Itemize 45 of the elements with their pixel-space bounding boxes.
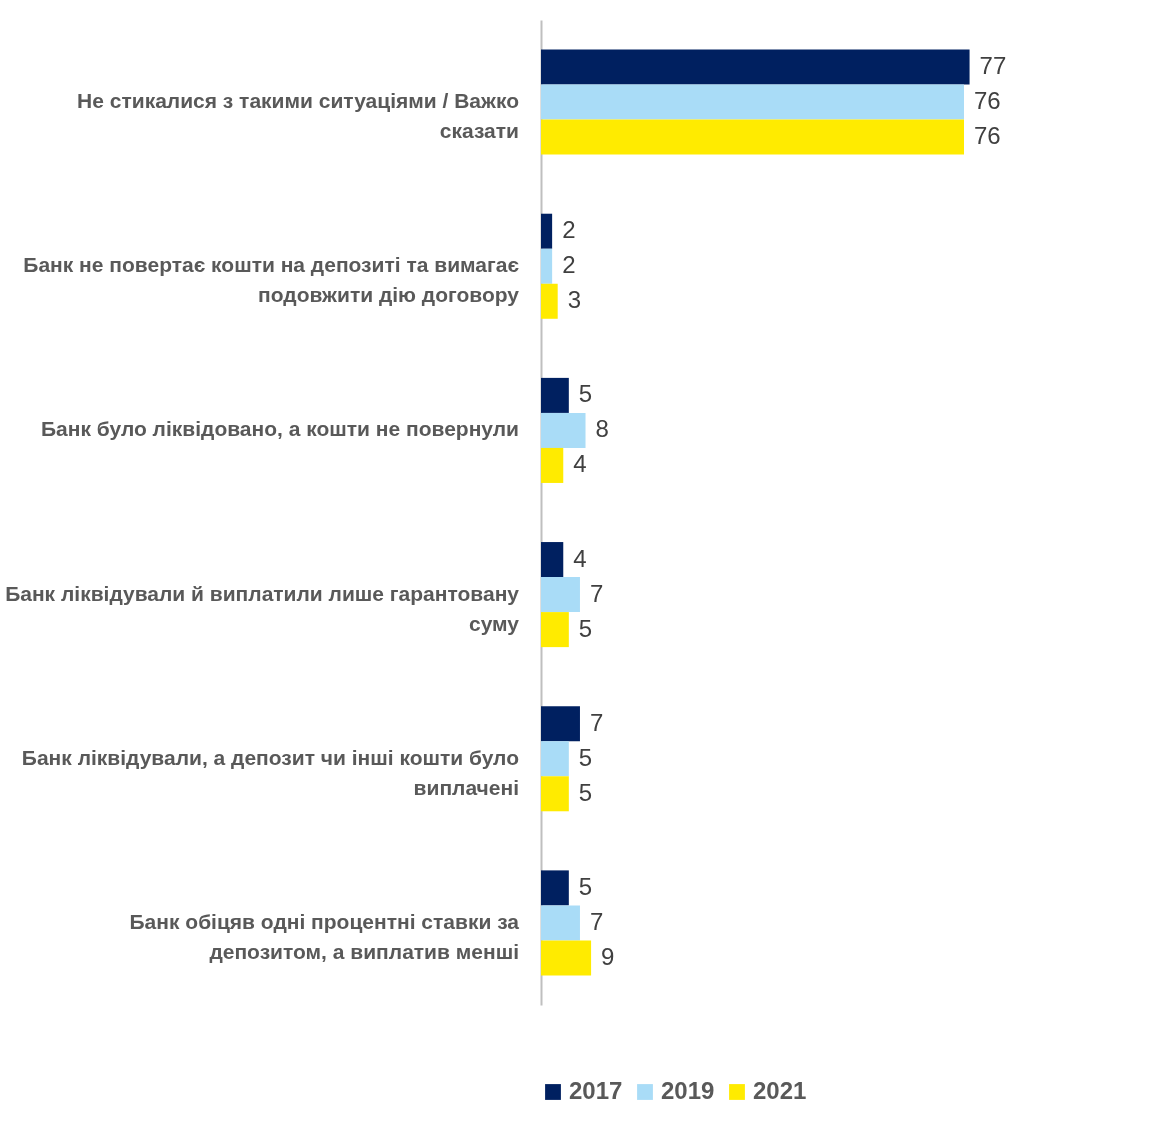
y-tick-label: Не стикалися з такими ситуаціями / Важко сказати [77, 89, 519, 143]
bar [541, 940, 592, 976]
legend-label: 2021 [753, 1077, 807, 1104]
data-label: 7 [589, 708, 604, 736]
data-label: 5 [578, 778, 593, 806]
bar [541, 542, 564, 578]
data-label: 5 [578, 872, 593, 900]
bar [541, 447, 564, 483]
data-label: 4 [573, 450, 587, 478]
data-label: 76 [974, 87, 1001, 115]
bar [541, 870, 569, 906]
bar [541, 49, 970, 85]
data-label: 3 [567, 286, 582, 314]
y-tick-label: Банк обіцяв одні процентні ставки за депозитом, а виплатив менші [129, 909, 520, 963]
bar [541, 741, 569, 777]
data-label: 4 [573, 544, 587, 572]
data-label: 5 [578, 743, 593, 771]
data-label: 7 [589, 579, 604, 607]
data-label: 5 [578, 614, 593, 642]
bar [541, 119, 965, 155]
data-label: 7 [589, 907, 604, 935]
y-tick-label: Банк ліквідували й виплатили лише гарантовану суму [5, 581, 520, 635]
bar [541, 612, 569, 648]
bar [541, 905, 580, 941]
y-tick-label: Банк було ліквідовано, а кошти не повернули [41, 417, 519, 441]
bar [541, 84, 965, 120]
bar [541, 283, 558, 319]
bar [541, 776, 569, 812]
data-label: 9 [601, 942, 615, 970]
legend-label: 2019 [661, 1077, 715, 1104]
bar [541, 706, 580, 742]
legend-label: 2017 [569, 1077, 623, 1104]
data-label: 77 [979, 52, 1007, 80]
bar [541, 577, 580, 613]
bar [541, 377, 569, 413]
data-label: 8 [595, 415, 609, 443]
bar [541, 213, 553, 249]
data-label: 2 [562, 251, 576, 279]
y-tick-label: Банк не повертає кошти на депозиті та вимагає подовжити дію договору [23, 253, 520, 307]
data-label: 2 [562, 216, 576, 244]
y-tick-label: Банк ліквідували, а депозит чи інші кошти було виплачені [21, 745, 519, 799]
bar [541, 248, 553, 284]
bar [541, 412, 586, 448]
data-label: 5 [578, 380, 593, 408]
data-label: 76 [974, 122, 1001, 150]
